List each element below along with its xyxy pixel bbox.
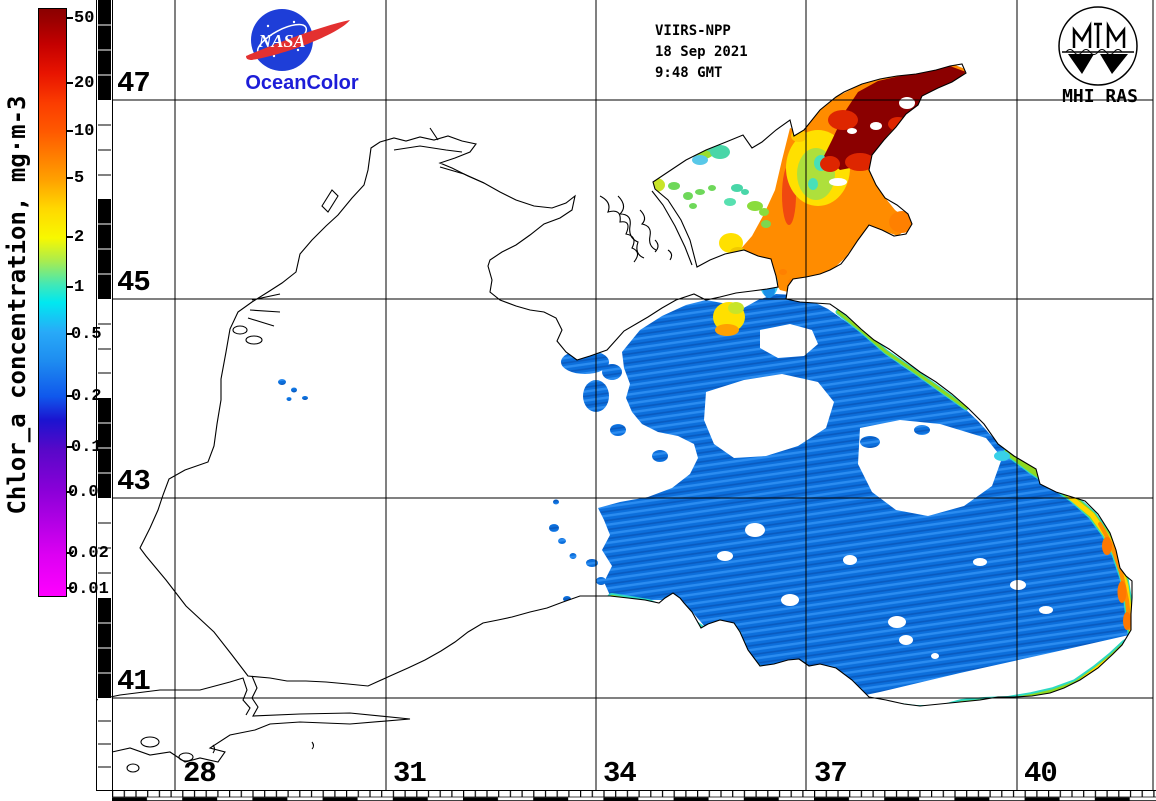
nasa-wordmark: NASA xyxy=(257,31,305,51)
lat-label-45: 45 xyxy=(117,266,151,299)
colorbar-tick-2: 2 xyxy=(74,228,85,247)
lat-label-47: 47 xyxy=(117,67,151,100)
mhi-ras-label: MHI RAS xyxy=(1062,86,1138,107)
colorbar-tick-10: 10 xyxy=(74,122,95,141)
marmara-coastlines xyxy=(95,675,411,773)
lon-label-37: 37 xyxy=(814,757,848,790)
colorbar-tick-1: 1 xyxy=(74,278,85,297)
scene-date: 18 Sep 2021 xyxy=(655,44,748,60)
colorbar-tick-001: 0.01 xyxy=(68,580,109,599)
oceancolor-label: OceanColor xyxy=(245,72,359,94)
bottom-ruler xyxy=(96,790,1156,801)
colorbar-tick-002: 0.02 xyxy=(68,544,109,563)
lat-label-41: 41 xyxy=(117,665,151,698)
colorbar-tick-01: 0.1 xyxy=(71,438,102,457)
lon-label-40: 40 xyxy=(1024,757,1058,790)
lon-label-31: 31 xyxy=(393,757,427,790)
chlorophyll-data-layer xyxy=(278,65,1132,706)
scene-time: 9:48 GMT xyxy=(655,65,723,81)
left-ruler xyxy=(96,0,113,790)
colorbar-tick-50: 50 xyxy=(74,9,95,28)
colorbar-tickmark xyxy=(66,491,73,493)
basin-low-chl-swath xyxy=(278,294,1132,697)
colorbar-tickmark xyxy=(66,130,73,132)
mhi-ras-icon xyxy=(1058,6,1138,86)
colorbar-tickmark xyxy=(66,333,73,335)
graticule xyxy=(113,0,1153,790)
colorbar-title: Chlor_a concentration, mg·m-3 xyxy=(3,95,31,515)
colorbar-tickmark xyxy=(66,446,73,448)
colorbar-tickmark xyxy=(66,286,73,288)
colorbar-tick-005: 0.05 xyxy=(68,483,109,502)
colorbar-tickmark xyxy=(66,236,73,238)
colorbar-tickmark xyxy=(66,587,73,589)
coastlines xyxy=(95,63,1133,773)
lon-label-34: 34 xyxy=(603,757,637,790)
azov-bloom xyxy=(738,65,968,292)
colorbar-tickmark xyxy=(66,82,73,84)
colorbar-tick-02: 0.2 xyxy=(71,387,102,406)
lat-label-43: 43 xyxy=(117,465,151,498)
colorbar-tick-20: 20 xyxy=(74,74,95,93)
nasa-meatball-icon: NASA xyxy=(246,9,350,71)
colorbar-tickmark xyxy=(66,395,73,397)
colorbar-tickmark xyxy=(66,552,73,554)
lagoon-squiggles xyxy=(232,127,693,345)
colorbar-tickmark xyxy=(66,17,73,19)
colorbar-tick-5: 5 xyxy=(74,169,85,188)
scene-info: VIIRS-NPP 18 Sep 2021 9:48 GMT xyxy=(655,21,748,84)
colorbar-tickmark xyxy=(66,177,73,179)
sensor-name: VIIRS-NPP xyxy=(655,23,731,39)
colorbar-tick-05: 0.5 xyxy=(71,325,102,344)
colorbar-gradient xyxy=(38,8,67,597)
lon-label-28: 28 xyxy=(183,757,217,790)
